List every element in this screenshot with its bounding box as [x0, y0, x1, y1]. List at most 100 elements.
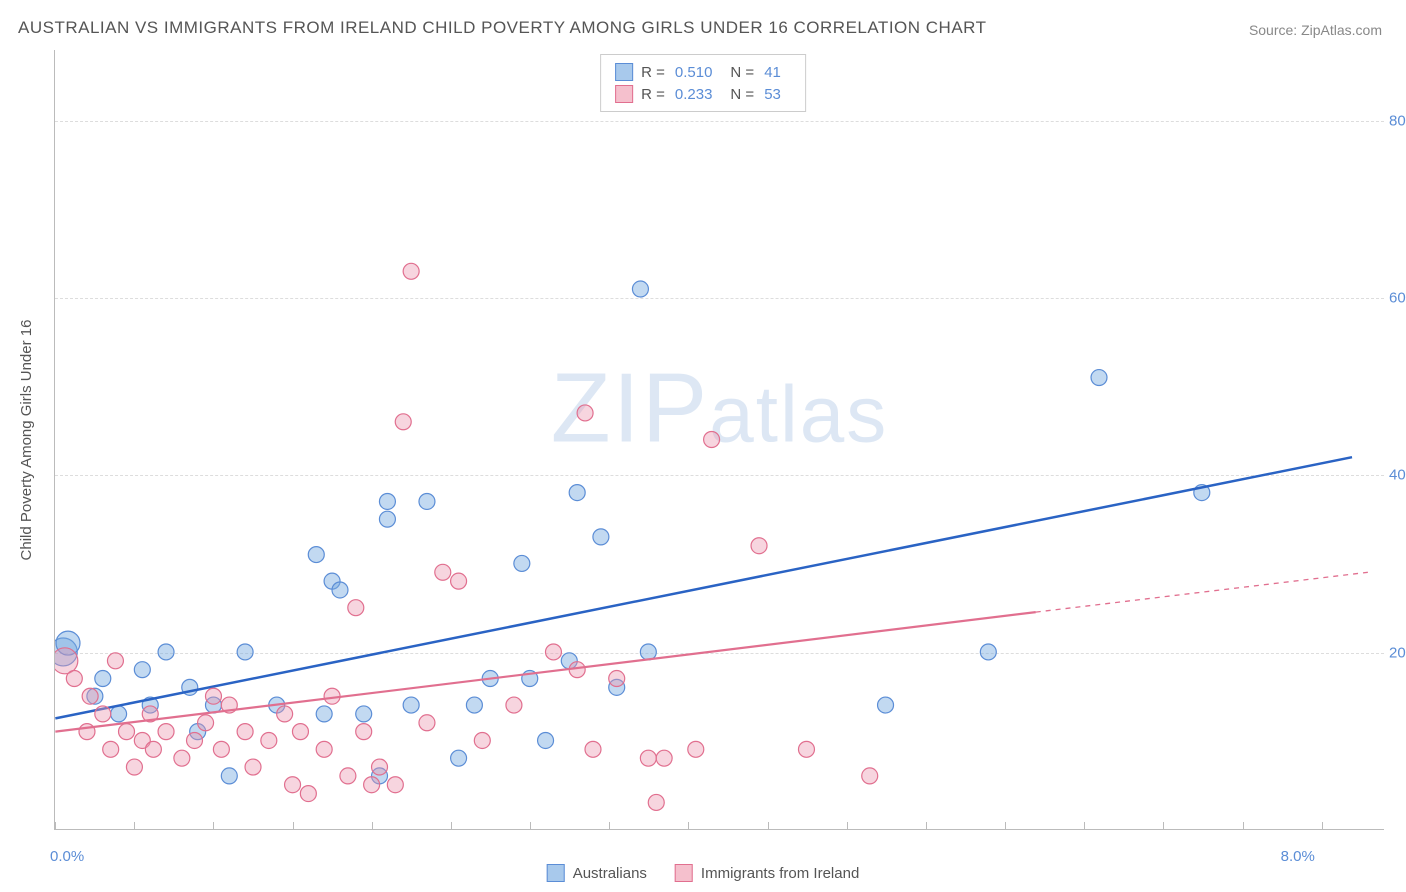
data-point — [451, 573, 467, 589]
legend-row: R = 0.510 N = 41 — [615, 61, 791, 83]
data-point — [751, 538, 767, 554]
data-point — [348, 600, 364, 616]
data-point — [451, 750, 467, 766]
legend-swatch — [675, 864, 693, 882]
data-point — [466, 697, 482, 713]
data-point — [237, 724, 253, 740]
data-point — [395, 414, 411, 430]
data-point — [648, 794, 664, 810]
data-point — [198, 715, 214, 731]
data-point — [213, 741, 229, 757]
data-point — [609, 671, 625, 687]
data-point — [538, 732, 554, 748]
data-point — [174, 750, 190, 766]
data-point — [419, 493, 435, 509]
trend-line — [55, 457, 1352, 718]
scatter-plot-svg — [55, 50, 1384, 829]
data-point — [569, 485, 585, 501]
data-point — [632, 281, 648, 297]
data-point — [95, 706, 111, 722]
data-point — [55, 648, 78, 674]
data-point — [300, 786, 316, 802]
trend-line-extrapolated — [1036, 572, 1368, 612]
data-point — [119, 724, 135, 740]
legend-item: Australians — [547, 864, 647, 882]
data-point — [379, 511, 395, 527]
x-tick-label: 8.0% — [1281, 848, 1315, 865]
data-point — [640, 750, 656, 766]
legend-n-label: N = — [730, 64, 754, 81]
data-point — [403, 263, 419, 279]
data-point — [292, 724, 308, 740]
data-point — [688, 741, 704, 757]
data-point — [372, 759, 388, 775]
y-axis-title: Child Poverty Among Girls Under 16 — [18, 320, 35, 561]
data-point — [205, 688, 221, 704]
data-point — [158, 724, 174, 740]
legend-r-label: R = — [641, 64, 665, 81]
y-tick-label: 60.0% — [1389, 290, 1406, 307]
data-point — [316, 741, 332, 757]
correlation-legend: R = 0.510 N = 41 R = 0.233 N = 53 — [600, 54, 806, 112]
data-point — [403, 697, 419, 713]
data-point — [656, 750, 672, 766]
data-point — [237, 644, 253, 660]
legend-r-label: R = — [641, 86, 665, 103]
legend-r-value: 0.233 — [675, 86, 713, 103]
data-point — [878, 697, 894, 713]
legend-n-value: 41 — [764, 64, 781, 81]
data-point — [107, 653, 123, 669]
y-tick-label: 80.0% — [1389, 112, 1406, 129]
data-point — [111, 706, 127, 722]
x-tick-label: 0.0% — [50, 848, 84, 865]
data-point — [364, 777, 380, 793]
y-tick-label: 40.0% — [1389, 467, 1406, 484]
trend-line — [55, 612, 1035, 732]
y-tick-label: 20.0% — [1389, 644, 1406, 661]
data-point — [545, 644, 561, 660]
data-point — [980, 644, 996, 660]
data-point — [435, 564, 451, 580]
data-point — [419, 715, 435, 731]
chart-plot-area: ZIPatlas 20.0%40.0%60.0%80.0% — [54, 50, 1384, 830]
data-point — [103, 741, 119, 757]
data-point — [577, 405, 593, 421]
data-point — [261, 732, 277, 748]
legend-swatch — [615, 85, 633, 103]
data-point — [126, 759, 142, 775]
data-point — [506, 697, 522, 713]
legend-series-label: Immigrants from Ireland — [701, 865, 859, 882]
data-point — [340, 768, 356, 784]
legend-item: Immigrants from Ireland — [675, 864, 859, 882]
legend-row: R = 0.233 N = 53 — [615, 83, 791, 105]
data-point — [474, 732, 490, 748]
data-point — [798, 741, 814, 757]
data-point — [187, 732, 203, 748]
data-point — [332, 582, 348, 598]
data-point — [134, 662, 150, 678]
data-point — [221, 768, 237, 784]
data-point — [356, 706, 372, 722]
chart-title: AUSTRALIAN VS IMMIGRANTS FROM IRELAND CH… — [18, 18, 987, 38]
data-point — [387, 777, 403, 793]
data-point — [145, 741, 161, 757]
data-point — [704, 432, 720, 448]
legend-r-value: 0.510 — [675, 64, 713, 81]
data-point — [82, 688, 98, 704]
data-point — [585, 741, 601, 757]
source-attribution: Source: ZipAtlas.com — [1249, 22, 1382, 38]
legend-n-label: N = — [730, 86, 754, 103]
data-point — [66, 671, 82, 687]
data-point — [95, 671, 111, 687]
legend-swatch — [615, 63, 633, 81]
legend-n-value: 53 — [764, 86, 781, 103]
data-point — [316, 706, 332, 722]
data-point — [245, 759, 261, 775]
legend-series-label: Australians — [573, 865, 647, 882]
data-point — [640, 644, 656, 660]
data-point — [862, 768, 878, 784]
data-point — [277, 706, 293, 722]
data-point — [158, 644, 174, 660]
data-point — [308, 547, 324, 563]
data-point — [356, 724, 372, 740]
